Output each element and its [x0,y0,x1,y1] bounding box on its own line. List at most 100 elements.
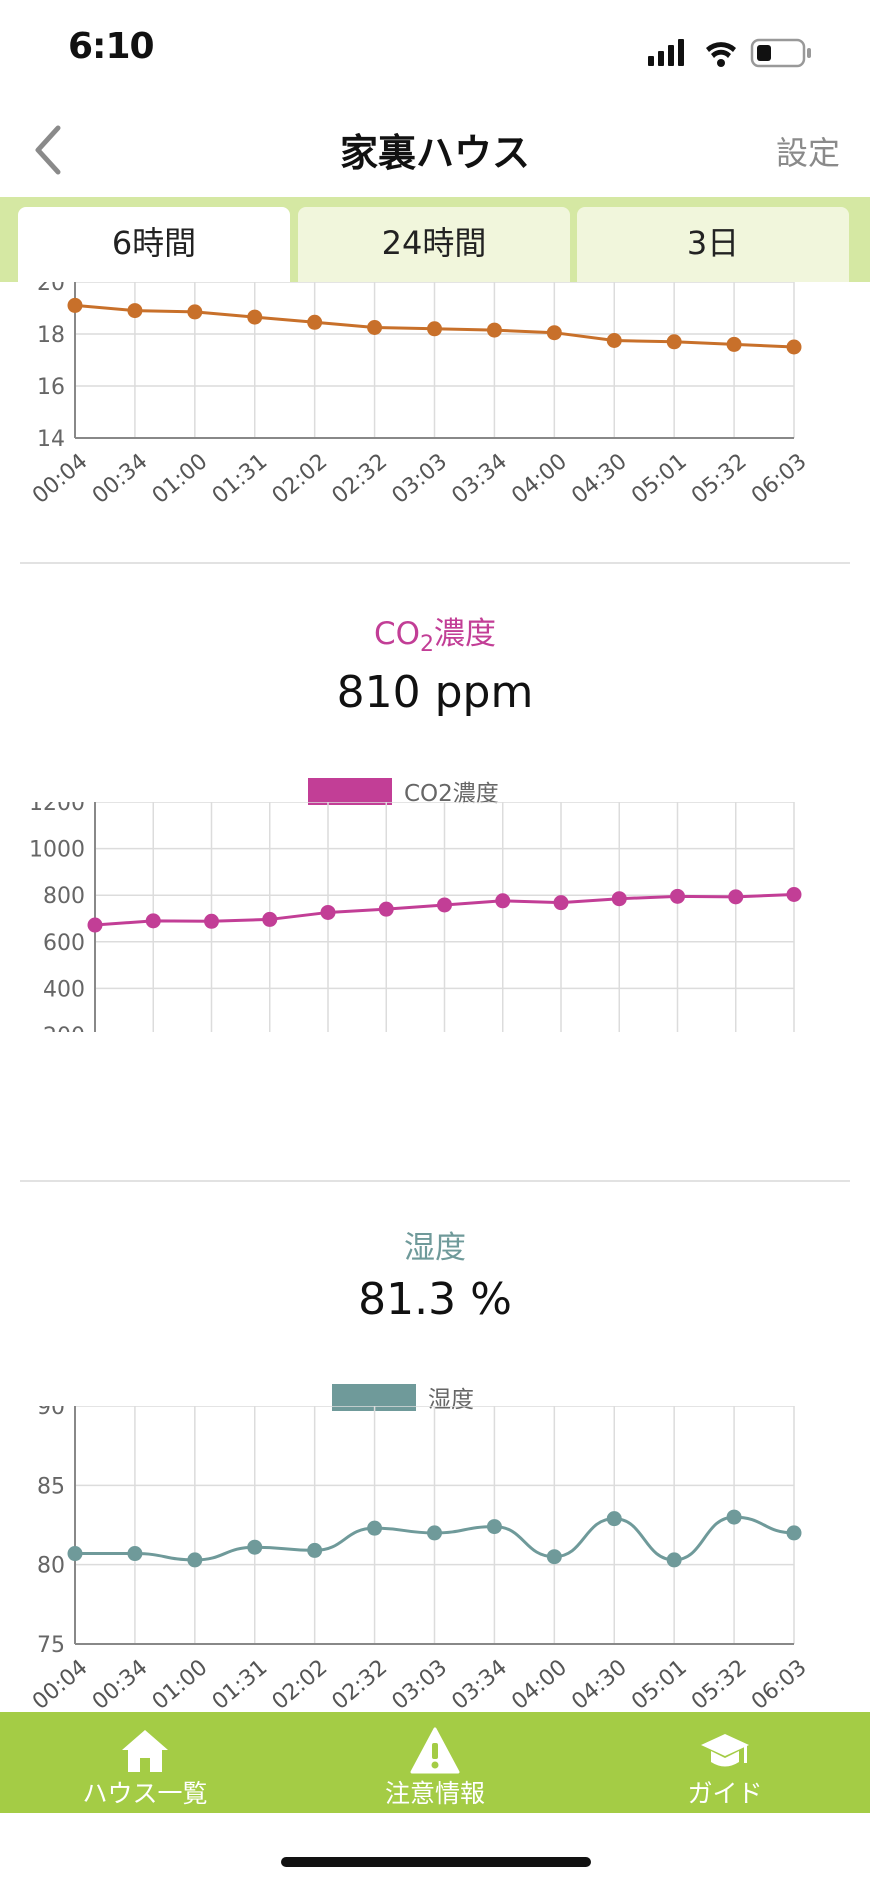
data-point [495,893,511,909]
data-point [247,1539,263,1555]
x-tick-label: 04:30 [567,449,632,509]
y-tick-label: 85 [37,1474,65,1499]
x-tick-label: 05:32 [687,449,752,509]
home-icon [122,1730,168,1772]
legend-swatch [308,777,392,805]
x-tick-label: 04:00 [507,1655,572,1712]
tab-3d[interactable]: 3日 [577,207,849,282]
tab-24h[interactable]: 24時間 [298,207,570,282]
data-point [67,297,83,313]
bottom-nav-label: 注意情報 [384,1779,485,1808]
data-point [307,1542,323,1558]
data-point [262,911,278,927]
x-tick-label: 05:01 [627,1655,692,1712]
bottom-nav-house-list[interactable]: ハウス一覧 [35,1712,255,1813]
y-tick-label: 16 [37,375,65,400]
data-point [320,904,336,920]
x-tick-label: 04:30 [567,1655,632,1712]
y-tick-label: 14 [37,427,65,452]
x-tick-label: 05:01 [627,449,692,509]
x-tick-label: 06:03 [747,449,812,509]
data-point [187,304,203,320]
temperature-chart: 1416182000:0400:3401:0001:3102:0202:3203… [28,282,812,509]
y-tick-label: 80 [37,1554,65,1579]
settings-button[interactable]: 設定 [775,134,840,172]
data-point [87,917,103,933]
y-tick-label: 1200 [29,802,85,816]
wifi-icon [706,42,736,67]
x-tick-label: 06:03 [747,1655,812,1712]
x-tick-label: 01:31 [208,449,273,509]
y-tick-label: 400 [43,977,85,1002]
x-tick-label: 03:34 [447,449,512,509]
data-point [726,1509,742,1525]
data-point [486,1519,502,1535]
x-tick-label: 02:02 [268,1655,333,1712]
status-time: 6:10 [68,26,155,67]
data-point [546,1549,562,1565]
bottom-nav-guide[interactable]: ガイド [615,1712,835,1813]
humidity-title: 湿度 [404,1230,466,1266]
data-point [786,1525,802,1541]
status-icons [648,38,811,68]
data-point [553,895,569,911]
graduation-cap-icon [701,1734,749,1767]
data-point [666,334,682,350]
data-point [427,1525,442,1541]
data-point [204,913,219,929]
bottom-nav-label: ハウス一覧 [82,1779,208,1808]
x-tick-label: 00:34 [88,1655,153,1712]
x-tick-label: 01:00 [148,449,213,509]
data-point [307,314,323,330]
page-title: 家裏ハウス [339,131,530,175]
y-tick-label: 20 [37,282,65,296]
data-point [486,322,502,338]
data-point [546,325,562,341]
bottom-nav: ハウス一覧 注意情報 ガイド [0,1712,870,1813]
data-point [427,321,442,337]
x-tick-label: 05:32 [687,1655,752,1712]
x-tick-label: 00:04 [28,1655,93,1712]
legend-label: 湿度 [428,1387,474,1413]
chart-scroll-area[interactable]: 14 16 18 20 00:04 00:34 01:00 01:31 02:02 02:32 03… [0,282,870,1712]
data-point [67,1546,83,1562]
data-point [606,1511,622,1527]
humidity-chart: 7580859000:0400:3401:0001:3102:0202:3203… [28,1406,812,1712]
x-tick-label: 04:00 [507,449,572,509]
status-bar: 6:10 [0,0,870,100]
data-point [437,897,452,913]
y-tick-label: 200 [43,1024,85,1032]
warning-icon [410,1727,460,1774]
data-point [127,1546,143,1562]
x-tick-label: 02:32 [328,1655,393,1712]
x-tick-label: 01:00 [148,1655,213,1712]
home-indicator [281,1857,591,1867]
y-tick-label: 600 [43,931,85,956]
bottom-nav-alerts[interactable]: 注意情報 [325,1712,545,1813]
tab-6h[interactable]: 6時間 [18,207,290,282]
co2-chart: 2004006008001000120000:0400:3401:0001:31… [29,802,802,1032]
data-point [367,1520,383,1536]
data-point [127,303,143,319]
data-point [367,320,383,335]
data-point [611,891,627,907]
y-tick-label: 18 [37,323,65,348]
data-point [666,1552,682,1568]
divider [20,562,850,564]
humidity-value: 81.3 % [358,1274,512,1325]
data-point [247,309,263,325]
co2-title: CO2濃度 [373,616,497,658]
x-tick-label: 03:34 [447,1655,512,1712]
divider [20,1180,850,1182]
co2-value: 810 ppm [336,667,534,718]
data-point [726,336,742,352]
battery-icon [750,38,811,68]
x-tick-label: 00:04 [28,449,93,509]
data-point [378,901,394,917]
y-tick-label: 75 [37,1633,65,1658]
y-tick-label: 90 [37,1406,65,1420]
data-point [786,887,802,903]
bottom-nav-label: ガイド [687,1779,763,1808]
back-button[interactable] [30,122,70,178]
x-tick-label: 02:02 [268,449,333,509]
